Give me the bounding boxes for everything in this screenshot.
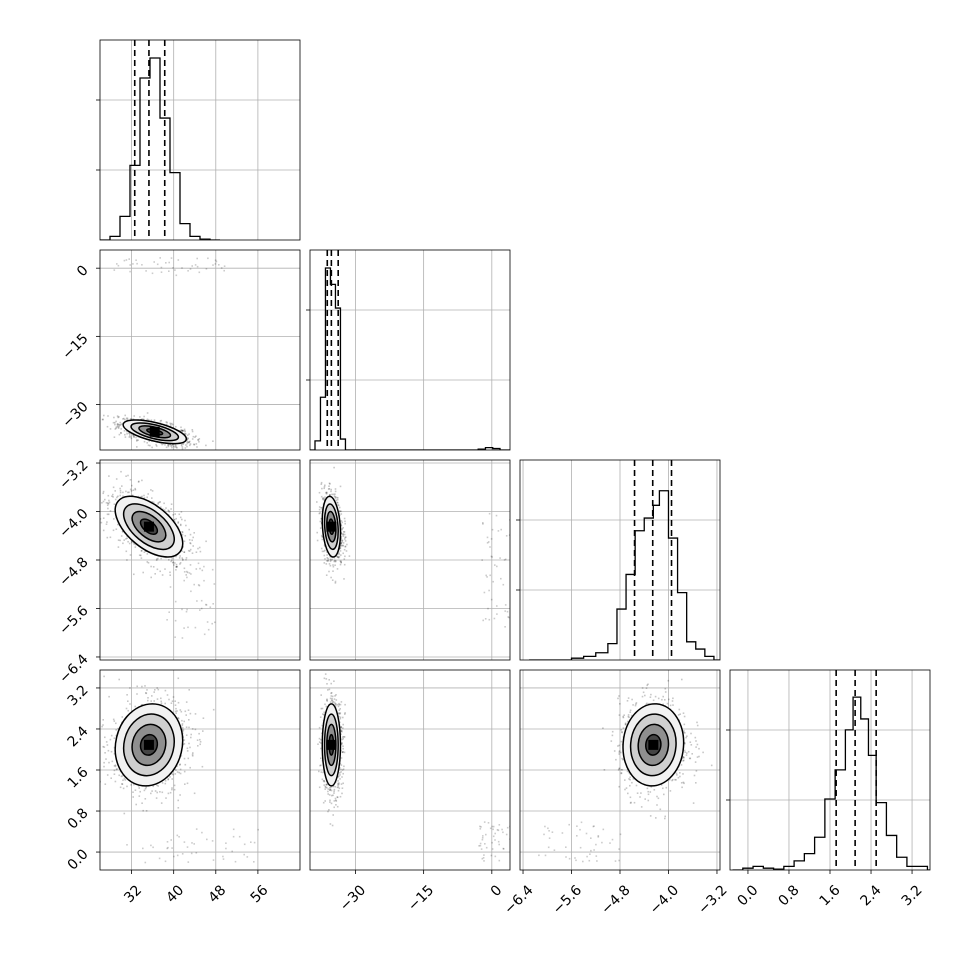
- axes-frame: [309, 459, 511, 661]
- x-tick-label: 3.2: [899, 882, 926, 909]
- x-tick-label: 2.4: [858, 882, 885, 909]
- hist-panel-1: [96, 39, 301, 241]
- x-tick-label: −30: [337, 882, 369, 914]
- axes-frame: [309, 249, 511, 451]
- contour-line: [321, 495, 342, 558]
- density-core: [143, 521, 154, 532]
- contour-line: [139, 518, 159, 535]
- x-tick-label: 0.8: [776, 882, 803, 909]
- y-tick-label: −5.6: [56, 603, 91, 638]
- axes-frame: [99, 249, 301, 451]
- contour-line: [131, 510, 167, 543]
- y-tick-label: −3.2: [56, 457, 91, 492]
- contour-line: [139, 733, 159, 756]
- contour-line: [130, 422, 180, 442]
- contour-line: [138, 425, 172, 439]
- contour-line: [622, 703, 685, 787]
- y-tick-label: 3.2: [65, 682, 92, 709]
- y-tick-label: 1.6: [65, 764, 92, 791]
- hist-panel-2: [306, 249, 511, 451]
- axes-frame: [99, 39, 301, 241]
- axes-frame: [99, 459, 301, 661]
- density-core: [143, 739, 154, 750]
- contour-line: [122, 713, 175, 777]
- contour-line: [328, 733, 335, 756]
- scatter-panel-2-4: [309, 669, 511, 871]
- y-tick-label: −30: [59, 399, 91, 431]
- contour-line: [328, 518, 335, 535]
- contour-line: [323, 713, 339, 777]
- contour-line: [114, 703, 184, 787]
- y-tick-label: −15: [59, 331, 91, 363]
- y-tick-label: 0.8: [65, 805, 92, 832]
- histogram-4: [732, 696, 930, 870]
- histogram-3: [529, 490, 720, 660]
- contour-line: [323, 503, 339, 551]
- axes-frame: [99, 669, 301, 871]
- scatter-panel-1-3: [96, 459, 301, 661]
- x-tick-label: −4.8: [598, 882, 633, 917]
- scatter-panel-3-4: [519, 669, 721, 871]
- contour-line: [131, 723, 167, 767]
- histogram-2: [310, 267, 510, 450]
- x-tick-label: 0.0: [735, 882, 762, 909]
- density-core: [326, 521, 337, 532]
- contour-line: [321, 703, 342, 787]
- x-tick-label: −4.0: [647, 882, 682, 917]
- contour-line: [629, 713, 677, 777]
- x-tick-label: 56: [248, 882, 272, 906]
- scatter-points: [317, 673, 510, 862]
- x-tick-label: −5.6: [550, 882, 585, 917]
- scatter-panel-1-2: [96, 249, 301, 451]
- density-core: [648, 739, 659, 750]
- y-tick-label: 0.0: [65, 846, 92, 873]
- histogram-1: [100, 57, 220, 240]
- axes-frame: [519, 459, 721, 661]
- x-tick-label: 40: [163, 882, 187, 906]
- x-tick-label: 32: [121, 882, 145, 906]
- y-tick-label: −4.8: [56, 554, 91, 589]
- contour-line: [326, 510, 337, 543]
- x-tick-label: −6.4: [501, 882, 536, 917]
- tick-labels: −30−150−6.4−5.6−4.8−4.0−3.20.00.81.62.43…: [56, 263, 925, 918]
- contour-line: [114, 495, 184, 558]
- scatter-panel-1-4: [96, 669, 301, 871]
- density-core: [326, 739, 337, 750]
- y-tick-label: −4.0: [56, 506, 91, 541]
- scatter-panel-2-3: [309, 459, 511, 661]
- scatter-points: [100, 470, 216, 639]
- x-tick-label: 0: [488, 882, 506, 900]
- hist-panel-4: [726, 669, 931, 871]
- x-tick-label: 1.6: [817, 882, 844, 909]
- contour-line: [645, 733, 662, 756]
- y-tick-label: 2.4: [65, 723, 92, 750]
- axes-frame: [309, 669, 511, 871]
- x-tick-label: −15: [405, 882, 437, 914]
- scatter-points: [316, 460, 510, 628]
- hist-panel-3: [516, 459, 721, 661]
- contour-line: [122, 503, 175, 551]
- contour-line: [146, 428, 164, 436]
- y-tick-label: 0: [74, 263, 92, 281]
- density-core: [149, 426, 160, 437]
- x-tick-label: −3.2: [695, 882, 730, 917]
- contour-line: [637, 723, 670, 767]
- contour-line: [326, 723, 337, 767]
- y-tick-label: −6.4: [56, 651, 91, 686]
- x-tick-label: 48: [205, 882, 229, 906]
- contour-line: [122, 419, 188, 445]
